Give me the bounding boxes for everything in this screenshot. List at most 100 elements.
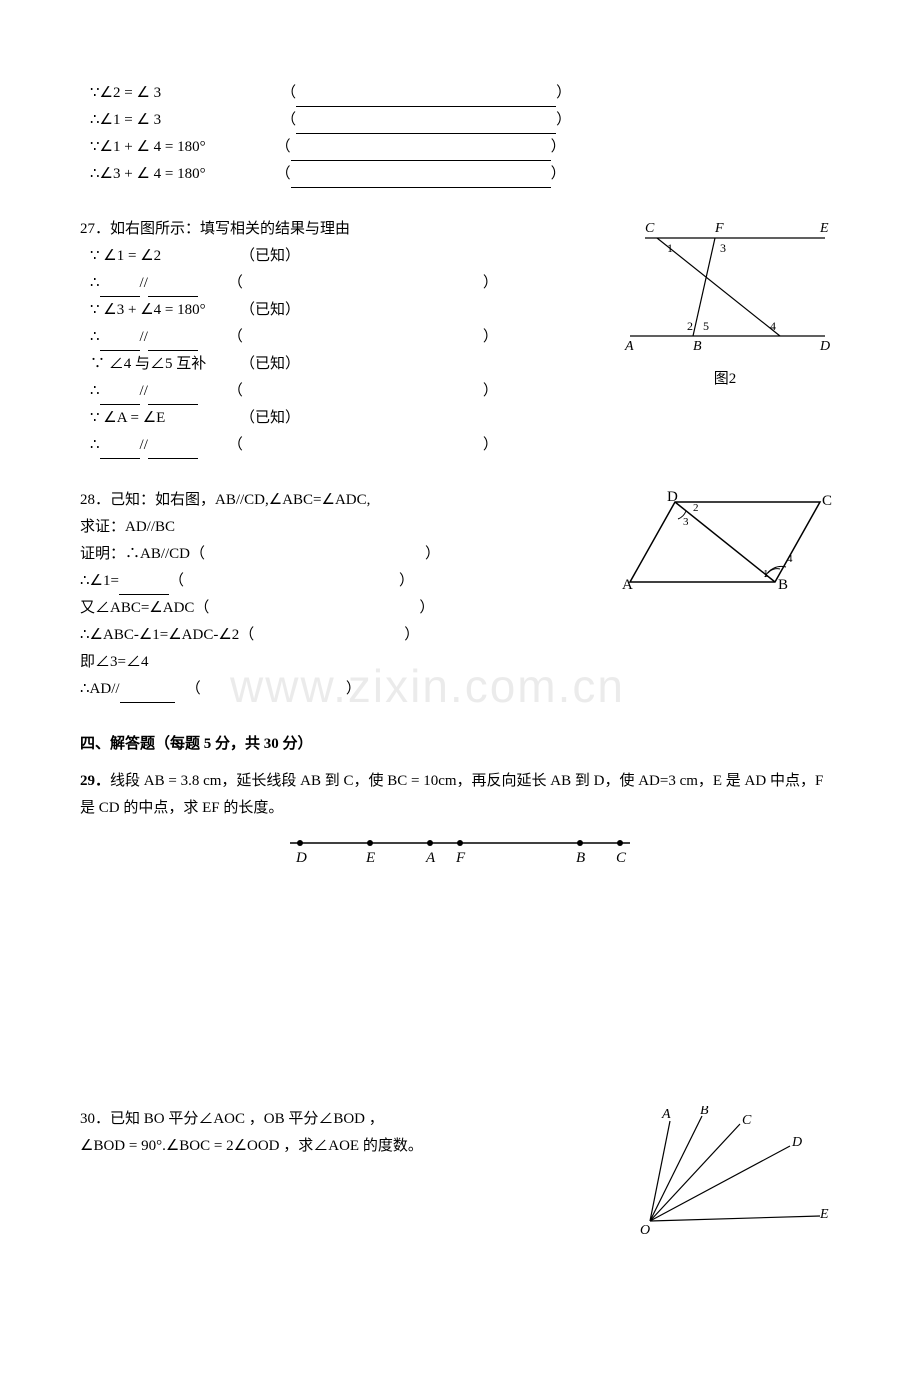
t: ∴: [90, 324, 100, 351]
t: //: [140, 270, 148, 297]
paren-close: ）: [483, 270, 498, 297]
page: ∵∠2 = ∠ 3 （ ） ∴∠1 = ∠ 3 （） ∵∠1 + ∠ 4 = 18…: [80, 80, 840, 1246]
pt-A: A: [425, 850, 436, 866]
t: （: [175, 676, 201, 703]
t: ∴: [90, 270, 100, 297]
q28-line: 又∠ABC=∠ADC（ ）: [80, 595, 620, 622]
paren-close: ）: [483, 324, 498, 351]
paren-open: （: [276, 161, 291, 188]
note: （已知）: [240, 405, 300, 432]
q29-figure: D E A F B C: [80, 828, 840, 878]
pt-D: D: [819, 339, 830, 354]
pt-O: O: [640, 1223, 650, 1236]
ang-3: 3: [683, 516, 689, 528]
pt-D: D: [295, 850, 307, 866]
q27-block: C F E A B D 1 3 2 5 4 图2 27．如右图所示：填写相关的结…: [80, 216, 840, 459]
q28-line: ∴∠ABC-∠1=∠ADC-∠2（）: [80, 622, 840, 649]
t: ∴: [90, 378, 100, 405]
paren-open: （: [281, 80, 296, 107]
blank: [120, 702, 175, 703]
note: （已知）: [240, 243, 300, 270]
t: ）: [346, 676, 361, 703]
paren-open: （: [228, 324, 243, 351]
t: ∴∠1=: [80, 568, 119, 595]
q27-line: ∴ // （ ）: [90, 378, 610, 405]
blank-line: [291, 159, 551, 161]
blank-line: [291, 186, 551, 188]
blank: [148, 458, 198, 459]
pt-B: B: [576, 850, 585, 866]
t: （: [169, 568, 184, 595]
blank-line: [296, 132, 556, 134]
q28-line: ∴∠1=（）: [80, 568, 620, 595]
q29-block: 29．线段 AB = 3.8 cm，延长线段 AB 到 C，使 BC = 10c…: [80, 768, 840, 878]
pt-F: F: [714, 221, 724, 236]
q27-line: ∴ // （）: [90, 270, 610, 297]
t: 又∠ABC=∠ADC（: [80, 595, 209, 622]
pt-A: A: [624, 339, 634, 354]
paren-close: ）: [556, 107, 571, 134]
q26-text: ∵∠2 = ∠ 3: [90, 80, 161, 107]
pt-E: E: [819, 1207, 829, 1222]
q26-block: ∵∠2 = ∠ 3 （ ） ∴∠1 = ∠ 3 （） ∵∠1 + ∠ 4 = 18…: [80, 80, 840, 188]
q27-line: ∵ ∠A = ∠E（已知）: [90, 405, 840, 432]
paren-close: ）: [556, 80, 571, 107]
q27-figure: C F E A B D 1 3 2 5 4 图2: [610, 216, 840, 393]
ang-5: 5: [703, 319, 709, 333]
ang-4: 4: [787, 553, 793, 565]
q30-svg: A B C D E O: [630, 1106, 830, 1236]
q28-figure: D C A B 2 3 4 1: [620, 487, 840, 607]
t: //: [140, 324, 148, 351]
t: ∵ ∠4 与∠5 互补: [90, 351, 240, 378]
q26-line: ∵∠2 = ∠ 3 （ ）: [80, 80, 840, 107]
pt-D: D: [667, 489, 678, 505]
q26-text: ∴∠3 + ∠ 4 = 180°: [90, 161, 206, 188]
t: //: [140, 432, 148, 459]
t: ∵ ∠A = ∠E: [90, 405, 240, 432]
q27-fig-caption: 图2: [610, 366, 840, 393]
q28-line: ∴AD// （）: [80, 676, 840, 703]
pt-E: E: [365, 850, 375, 866]
q26-line: ∴∠1 = ∠ 3 （）: [80, 107, 840, 134]
q27-svg: C F E A B D 1 3 2 5 4: [615, 216, 835, 356]
q27-line: ∵ ∠1 = ∠2（已知）: [90, 243, 610, 270]
t: ∴: [90, 432, 100, 459]
pt-C: C: [742, 1113, 752, 1128]
note: （已知）: [240, 297, 300, 324]
ang-3: 3: [720, 241, 726, 255]
q26-text: ∵∠1 + ∠ 4 = 180°: [90, 134, 206, 161]
q29-num: 29．: [80, 773, 110, 789]
t: ）: [404, 622, 419, 649]
t: ）: [419, 595, 434, 622]
q28-line: 证明：∴AB//CD（ ）: [80, 541, 620, 568]
t: 证明：∴AB//CD（: [80, 541, 205, 568]
paren-close: ）: [551, 161, 566, 188]
q29-body: 29．线段 AB = 3.8 cm，延长线段 AB 到 C，使 BC = 10c…: [80, 768, 840, 822]
paren-close: ）: [483, 432, 498, 459]
q29-svg: D E A F B C: [270, 828, 650, 868]
q26-line: ∴∠3 + ∠ 4 = 180° （ ）: [80, 161, 840, 188]
ang-1: 1: [667, 241, 673, 255]
ang-2: 2: [687, 319, 693, 333]
blank-line: [296, 105, 556, 107]
q30-figure: A B C D E O: [630, 1106, 840, 1246]
t: //: [140, 378, 148, 405]
pt-F: F: [455, 850, 466, 866]
ang-2: 2: [693, 502, 699, 514]
q29-text: 线段 AB = 3.8 cm，延长线段 AB 到 C，使 BC = 10cm，再…: [80, 773, 823, 816]
pt-A: A: [622, 577, 633, 593]
t: ）: [425, 541, 440, 568]
section4-title: 四、解答题（每题 5 分，共 30 分）: [80, 731, 840, 758]
pt-B: B: [693, 339, 702, 354]
paren-open: （: [228, 378, 243, 405]
pt-C: C: [645, 221, 655, 236]
q27-line: ∵ ∠4 与∠5 互补（已知）: [90, 351, 610, 378]
q28-block: D C A B 2 3 4 1 28．己知：如右图，AB//CD,∠ABC=∠A…: [80, 487, 840, 703]
paren-open: （: [228, 432, 243, 459]
q28-line: 即∠3=∠4: [80, 649, 840, 676]
ang-1: 1: [763, 568, 769, 580]
pt-D: D: [791, 1135, 802, 1150]
paren-close: ）: [483, 378, 498, 405]
pt-E: E: [819, 221, 829, 236]
t: ∵ ∠3 + ∠4 = 180°: [90, 297, 240, 324]
